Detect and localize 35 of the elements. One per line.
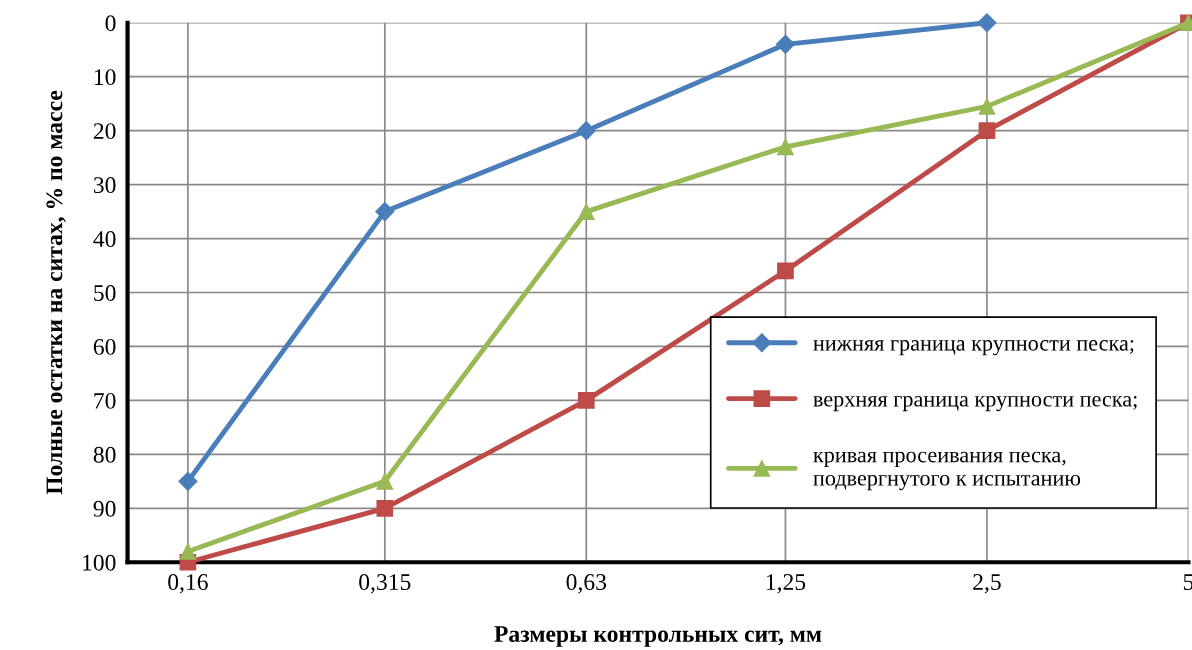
point <box>978 98 996 115</box>
y-tick-label: 50 <box>94 284 116 301</box>
legend-label: верхняя граница крупности песка; <box>813 395 1137 412</box>
legend-label: кривая просеивания песка, подвергнутого к испытанию <box>813 451 1081 491</box>
y-tick-label: 90 <box>93 500 116 517</box>
point <box>375 202 395 222</box>
point <box>576 121 596 141</box>
point <box>777 262 794 280</box>
y-axis-title: Полные остатки на ситах, % по массе <box>46 90 66 495</box>
y-tick-label: 70 <box>94 392 116 409</box>
y-tick-label: 20 <box>93 123 116 140</box>
x-tick-label: 0,63 <box>566 574 607 594</box>
y-tick-label: 0 <box>105 15 116 32</box>
point <box>577 392 595 409</box>
y-tick-label: 80 <box>93 446 116 463</box>
legend-label: нижняя граница крупности песка; <box>813 340 1134 356</box>
x-tick-label: 0,16 <box>168 574 208 594</box>
x-axis-title: Размеры контрольных сит, мм <box>494 626 822 647</box>
y-tick-label: 40 <box>93 231 116 247</box>
point <box>376 472 394 490</box>
y-tick-label: 30 <box>93 177 116 194</box>
point <box>179 543 197 560</box>
y-tick-label: 100 <box>83 554 116 571</box>
y-tick-label: 10 <box>94 69 116 86</box>
point <box>978 122 996 139</box>
x-tick-label: 0,315 <box>359 574 411 594</box>
x-tick-label: 2,5 <box>973 574 1001 594</box>
point <box>577 203 595 220</box>
point <box>977 13 997 33</box>
point <box>777 138 794 156</box>
point <box>376 499 394 517</box>
point <box>775 34 795 54</box>
x-tick-label: 1,25 <box>766 574 806 594</box>
y-tick-label: 60 <box>93 338 116 355</box>
point <box>178 471 198 491</box>
